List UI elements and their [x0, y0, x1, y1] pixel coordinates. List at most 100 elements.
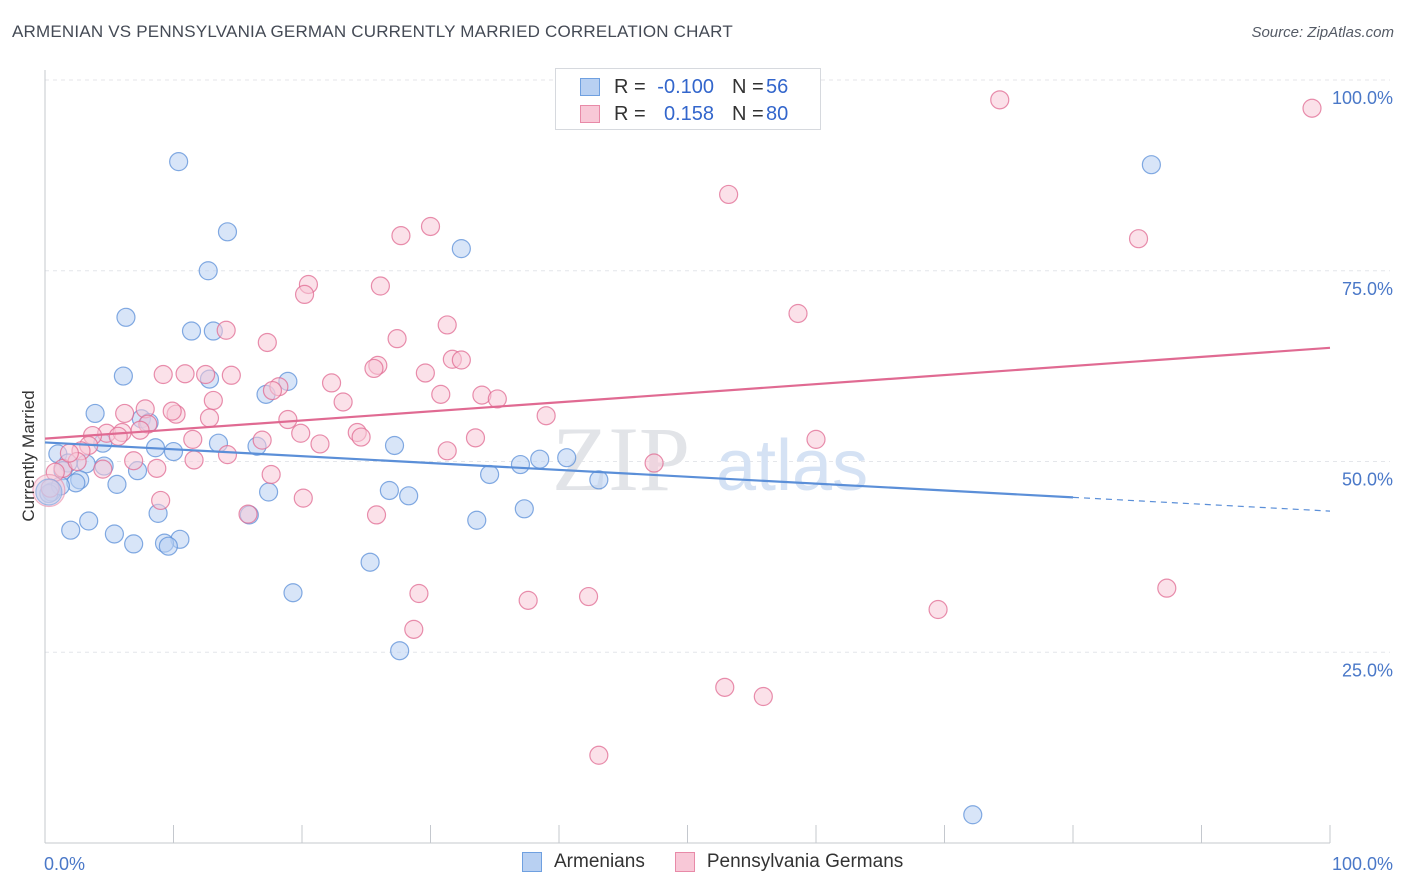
- x-tick-label-0: 0.0%: [44, 854, 85, 874]
- point-armenians-2: [198, 261, 218, 281]
- trend-lines: [44, 346, 1331, 512]
- source-credit: Source: ZipAtlas.com: [1251, 24, 1394, 41]
- point-armenians-49: [360, 552, 380, 572]
- point-armenians-38: [514, 499, 534, 519]
- point-pennsylvania-germans-68: [578, 586, 599, 607]
- point-pennsylvania-germans-69: [1157, 578, 1177, 598]
- point-pennsylvania-germans-8: [294, 284, 315, 305]
- point-pennsylvania-germans-79: [261, 464, 281, 485]
- point-armenians-33: [107, 474, 127, 494]
- point-armenians-9: [113, 366, 133, 386]
- watermark: ZIP atlas: [552, 408, 868, 510]
- legend-row-pennsylvania-germans: R = 0.158 N = 80: [580, 102, 788, 126]
- point-pennsylvania-germans-2: [719, 184, 739, 205]
- point-armenians-48: [158, 536, 178, 556]
- y-tick-label-50: 50.0%: [1342, 470, 1393, 490]
- trend-line-armenians-extension: [1072, 496, 1331, 512]
- point-pennsylvania-germans-55: [217, 445, 238, 465]
- point-armenians-6: [181, 321, 202, 341]
- point-armenians-50: [283, 583, 303, 603]
- point-pennsylvania-germans-34: [162, 401, 182, 421]
- point-pennsylvania-germans-11: [216, 320, 236, 340]
- point-pennsylvania-germans-7: [370, 276, 390, 296]
- point-armenians-12: [85, 403, 105, 424]
- point-pennsylvania-germans-4: [391, 226, 411, 246]
- point-pennsylvania-germans-64: [238, 504, 258, 524]
- point-armenians-27: [510, 454, 531, 475]
- point-armenians-46: [124, 534, 144, 554]
- point-pennsylvania-germans-1: [1302, 98, 1322, 118]
- chart-title: ARMENIAN VS PENNSYLVANIA GERMAN CURRENTL…: [12, 22, 733, 41]
- point-armenians-36: [379, 480, 399, 501]
- point-armenians-28: [530, 449, 550, 469]
- axes: [44, 70, 1331, 844]
- point-pennsylvania-germans-10: [437, 315, 457, 335]
- legend-r-label: R =: [614, 75, 646, 98]
- data-points: [32, 90, 1322, 825]
- point-pennsylvania-germans-42: [291, 423, 311, 443]
- legend-swatch-armenians: [522, 852, 542, 872]
- legend-swatch-armenians: [580, 78, 600, 96]
- point-armenians-30: [480, 464, 500, 485]
- point-armenians-42: [467, 510, 487, 530]
- point-pennsylvania-germans-18: [415, 363, 435, 383]
- point-armenians-32: [66, 473, 86, 493]
- legend-n-label: N =: [732, 102, 764, 125]
- point-pennsylvania-germans-5: [1128, 229, 1149, 249]
- point-armenians-41: [79, 511, 99, 531]
- point-pennsylvania-germans-63: [293, 488, 313, 508]
- point-pennsylvania-germans-45: [108, 426, 128, 446]
- point-armenians-1: [217, 222, 238, 242]
- point-pennsylvania-germans-73: [753, 686, 773, 707]
- point-pennsylvania-germans-78: [124, 451, 144, 471]
- point-armenians-3: [451, 239, 471, 259]
- point-pennsylvania-germans-50: [310, 434, 330, 454]
- point-pennsylvania-germans-3: [420, 216, 441, 237]
- point-armenians-35: [258, 482, 279, 502]
- point-pennsylvania-germans-74: [589, 745, 609, 765]
- stats-legend: R = -0.100 N = 56 R = 0.158 N = 80: [555, 68, 821, 130]
- point-armenians-17: [163, 441, 184, 462]
- point-pennsylvania-germans-77: [59, 443, 80, 463]
- point-pennsylvania-germans-17: [364, 358, 384, 379]
- point-pennsylvania-germans-72: [715, 677, 735, 697]
- point-pennsylvania-germans-30: [333, 392, 353, 412]
- point-pennsylvania-germans-71: [404, 619, 424, 639]
- point-pennsylvania-germans-57: [644, 453, 664, 473]
- legend-label-pennsylvania-germans: Pennsylvania Germans: [706, 851, 904, 872]
- legend-item-pennsylvania-germans[interactable]: Pennsylvania Germans: [674, 851, 904, 873]
- grid-lines: [45, 79, 1390, 653]
- point-pennsylvania-germans-33: [115, 403, 135, 424]
- point-pennsylvania-germans-70: [928, 599, 948, 620]
- x-tick-labels: 0.0% 100.0%: [44, 854, 1393, 874]
- point-pennsylvania-germans-48: [351, 427, 371, 447]
- point-armenians-43: [61, 520, 81, 540]
- legend-r-label: R =: [614, 102, 646, 125]
- point-armenians-5: [116, 307, 136, 327]
- point-pennsylvania-germans-22: [221, 365, 241, 385]
- point-pennsylvania-germans-21: [196, 364, 216, 385]
- y-tick-label-75: 75.0%: [1342, 279, 1393, 299]
- legend-item-armenians[interactable]: Armenians: [522, 851, 645, 873]
- point-pennsylvania-germans-20: [175, 364, 195, 384]
- trend-line-armenians: [44, 441, 1074, 499]
- y-tick-labels: 100.0% 75.0% 50.0% 25.0%: [1332, 88, 1393, 680]
- legend-n-value: 80: [766, 102, 789, 125]
- point-pennsylvania-germans-62: [151, 490, 171, 511]
- point-armenians-44: [104, 524, 124, 544]
- trend-line-pennsylvania-germans: [44, 346, 1331, 440]
- point-pennsylvania-germans-26: [431, 384, 451, 404]
- legend-row-armenians: R = -0.100 N = 56: [580, 75, 788, 99]
- point-armenians-37: [399, 486, 419, 506]
- point-armenians-29: [557, 448, 577, 468]
- x-tick-label-100: 100.0%: [1332, 854, 1393, 874]
- y-tick-label-25: 25.0%: [1342, 660, 1393, 680]
- legend-r-value: 0.158: [663, 102, 714, 125]
- point-pennsylvania-germans-0: [990, 90, 1010, 110]
- point-pennsylvania-germans-35: [536, 406, 556, 426]
- point-pennsylvania-germans-12: [387, 329, 407, 349]
- point-pennsylvania-germans-37: [278, 409, 298, 430]
- point-pennsylvania-germans-28: [487, 389, 507, 409]
- point-pennsylvania-germans-54: [437, 441, 457, 461]
